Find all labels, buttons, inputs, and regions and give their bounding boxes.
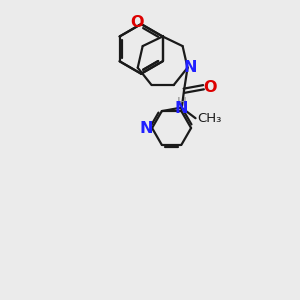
Text: O: O [130,15,144,30]
Text: O: O [203,80,217,95]
Text: N: N [184,60,197,75]
Text: CH₃: CH₃ [197,112,222,125]
Text: N: N [175,101,188,116]
Text: H: H [176,96,186,109]
Text: N: N [140,121,154,136]
